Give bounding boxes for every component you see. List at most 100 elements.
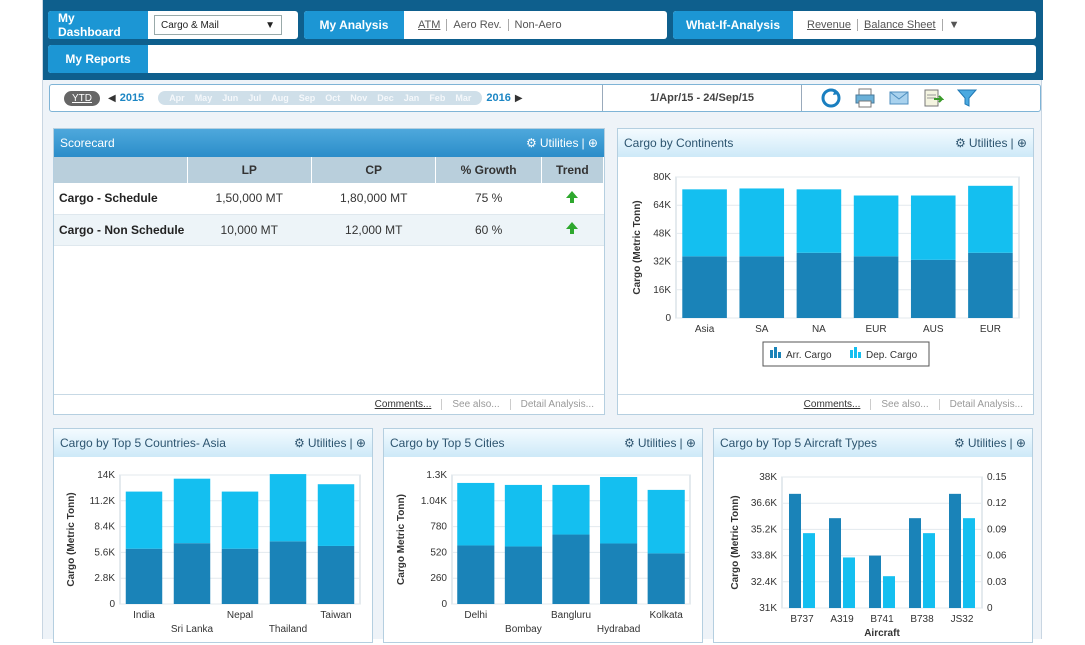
y-tick-label: 0 bbox=[441, 599, 447, 610]
more-dropdown-icon[interactable]: ▼ bbox=[948, 19, 960, 31]
scorecard-panel: Scorecard ⚙ Utilities | ⊕ LP CP % Growth… bbox=[53, 128, 605, 415]
scorecard-table: LP CP % Growth Trend Cargo - Schedule 1,… bbox=[54, 157, 605, 246]
zoom-icon[interactable]: | ⊕ bbox=[581, 136, 598, 150]
comments-link[interactable]: Comments... bbox=[365, 399, 443, 410]
y2-tick-label: 0.15 bbox=[987, 472, 1007, 483]
time-filter-bar: YTD ◀ 2015 Apr May Jun Jul Aug Sep Oct N… bbox=[49, 84, 1041, 112]
scorecard-title: Scorecard bbox=[60, 136, 115, 150]
print-icon[interactable] bbox=[854, 87, 876, 109]
zoom-icon[interactable]: | ⊕ bbox=[349, 436, 366, 450]
my-analysis-button[interactable]: My Analysis bbox=[304, 11, 404, 39]
utilities-label: Utilities bbox=[637, 436, 677, 450]
whatif-links: Revenue Balance Sheet ▼ bbox=[793, 19, 966, 31]
legend-swatch bbox=[850, 350, 853, 358]
zoom-icon[interactable]: | ⊕ bbox=[1009, 436, 1026, 450]
y-tick-label: 33.8K bbox=[751, 551, 777, 562]
my-reports-button[interactable]: My Reports bbox=[48, 45, 148, 73]
countries-title: Cargo by Top 5 Countries- Asia bbox=[60, 436, 226, 450]
column-header: Trend bbox=[541, 157, 605, 183]
filter-icon[interactable] bbox=[956, 87, 978, 109]
x-tick-label: NA bbox=[812, 324, 826, 335]
email-icon[interactable] bbox=[888, 87, 910, 109]
cities-chart: 0 260 520 780 1.04K 1.3K Delhi Bombay Bangluru Hy… bbox=[396, 470, 691, 635]
next-year-icon[interactable]: ▶ bbox=[514, 92, 523, 104]
x-tick-label: Delhi bbox=[464, 610, 487, 621]
y-tick-label: 14K bbox=[97, 470, 115, 481]
utilities-label: Utilities bbox=[307, 436, 347, 450]
y-tick-label: 11.2K bbox=[90, 496, 116, 507]
analysis-link-aero-rev[interactable]: Aero Rev. bbox=[447, 19, 509, 31]
toolbar-icons bbox=[820, 87, 978, 109]
utilities-menu[interactable]: ⚙ Utilities | ⊕ bbox=[624, 436, 696, 450]
analysis-link-atm[interactable]: ATM bbox=[412, 19, 448, 31]
column-header: LP bbox=[187, 157, 312, 183]
aircraft-title: Cargo by Top 5 Aircraft Types bbox=[720, 436, 877, 450]
x-tick-label: EUR bbox=[866, 324, 887, 335]
year-start: 2015 bbox=[119, 92, 145, 104]
export-icon[interactable] bbox=[922, 87, 944, 109]
continents-panel: Cargo by Continents ⚙ Utilities | ⊕ 0 16K… bbox=[617, 128, 1034, 415]
what-if-analysis-button[interactable]: What-If-Analysis bbox=[673, 11, 793, 39]
x-tick-label: Nepal bbox=[227, 610, 253, 621]
analysis-link-non-aero[interactable]: Non-Aero bbox=[514, 19, 562, 31]
gear-icon: ⚙ bbox=[526, 136, 537, 150]
bar-arr-cargo bbox=[968, 252, 1013, 318]
reports-bar: My Reports bbox=[48, 45, 1036, 73]
x-tick-label: Thailand bbox=[269, 624, 307, 635]
y-tick-label: 0 bbox=[109, 599, 115, 610]
month-label: Oct bbox=[325, 93, 341, 103]
y-tick-label: 35.2K bbox=[751, 524, 777, 535]
whatif-link-balance-sheet[interactable]: Balance Sheet bbox=[858, 19, 943, 31]
bar-arr-cargo bbox=[317, 545, 355, 604]
utilities-menu[interactable]: ⚙ Utilities | ⊕ bbox=[526, 136, 598, 150]
gear-icon: ⚙ bbox=[954, 436, 965, 450]
month-track[interactable]: Apr May Jun Jul Aug Sep Oct Nov Dec Jan … bbox=[158, 91, 483, 105]
detail-analysis-link[interactable]: Detail Analysis... bbox=[520, 399, 594, 410]
see-also-link[interactable]: See also... bbox=[871, 399, 940, 410]
legend-swatch bbox=[854, 347, 857, 358]
month-label: Jan bbox=[403, 93, 420, 103]
bar-dep-cargo bbox=[968, 185, 1013, 253]
utilities-menu[interactable]: ⚙ Utilities | ⊕ bbox=[955, 136, 1027, 150]
dashboard-select[interactable]: Cargo & Mail ▼ bbox=[154, 15, 282, 35]
x-tick-label: Sri Lanka bbox=[171, 624, 214, 635]
whatif-link-revenue[interactable]: Revenue bbox=[801, 19, 859, 31]
see-also-link[interactable]: See also... bbox=[442, 399, 511, 410]
zoom-icon[interactable]: | ⊕ bbox=[679, 436, 696, 450]
refresh-icon[interactable] bbox=[820, 87, 842, 109]
utilities-menu[interactable]: ⚙ Utilities | ⊕ bbox=[954, 436, 1026, 450]
legend-swatch bbox=[774, 347, 777, 358]
bar-arr-cargo bbox=[869, 555, 881, 608]
bar-arr-cargo bbox=[909, 518, 921, 608]
bar-dep-cargo bbox=[552, 484, 590, 535]
legend-swatch bbox=[858, 352, 861, 358]
bar-arr-cargo bbox=[682, 256, 727, 318]
row-label: Cargo - Schedule bbox=[54, 183, 187, 215]
month-label: Feb bbox=[429, 93, 446, 103]
continents-chart: 0 16K 32K 48K 64K 80K Asia SA NA EUR AUS EUR Cargo (… bbox=[632, 172, 1020, 367]
x-tick-label: B738 bbox=[910, 614, 934, 625]
ytd-button[interactable]: YTD bbox=[64, 90, 100, 106]
y-tick-label: 32K bbox=[653, 257, 671, 268]
dashboard-nav-group: My Dashboard Cargo & Mail ▼ bbox=[48, 11, 298, 39]
countries-panel: Cargo by Top 5 Countries- Asia ⚙ Utiliti… bbox=[53, 428, 373, 643]
comments-link[interactable]: Comments... bbox=[794, 399, 872, 410]
y2-tick-label: 0 bbox=[987, 603, 993, 614]
zoom-icon[interactable]: | ⊕ bbox=[1010, 136, 1027, 150]
utilities-label: Utilities bbox=[968, 136, 1008, 150]
legend-swatch bbox=[770, 350, 773, 358]
year-end: 2016 bbox=[486, 92, 511, 104]
x-axis-label: Aircraft bbox=[864, 628, 900, 639]
my-dashboard-button[interactable]: My Dashboard bbox=[48, 11, 148, 39]
utilities-menu[interactable]: ⚙ Utilities | ⊕ bbox=[294, 436, 366, 450]
prev-year-icon[interactable]: ◀ bbox=[108, 92, 116, 104]
analysis-links: ATM Aero Rev. Non-Aero bbox=[404, 19, 568, 31]
detail-analysis-link[interactable]: Detail Analysis... bbox=[949, 399, 1023, 410]
bar-dep-cargo bbox=[647, 489, 685, 554]
y-tick-label: 1.04K bbox=[421, 496, 447, 507]
period-slider[interactable]: ◀ 2015 Apr May Jun Jul Aug Sep Oct Nov D… bbox=[108, 91, 523, 105]
x-tick-label: Hydrabad bbox=[597, 624, 640, 635]
y-axis-label: Cargo Metric Tonn) bbox=[396, 494, 407, 585]
x-tick-label: B737 bbox=[790, 614, 814, 625]
x-tick-label: EUR bbox=[980, 324, 1001, 335]
